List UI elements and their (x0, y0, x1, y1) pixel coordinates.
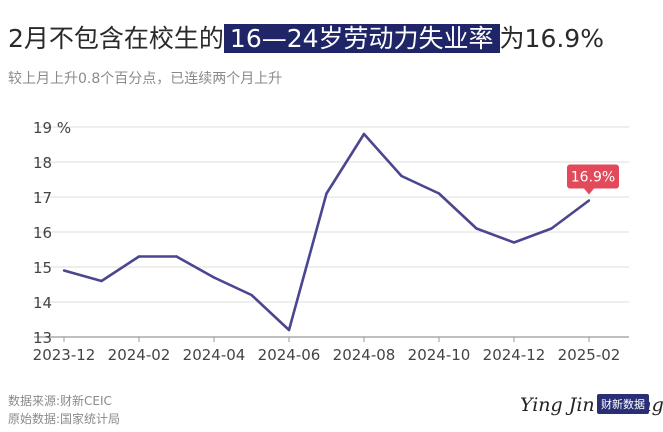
data-point (175, 255, 178, 258)
title-highlight: 16—24岁劳动力失业率 (223, 24, 500, 53)
x-tick-label: 2024-08 (333, 346, 396, 364)
grid-lines (34, 126, 629, 338)
y-tick-label: 18 (33, 154, 52, 172)
y-tick-label: 19 % (33, 119, 71, 137)
data-point (550, 227, 553, 230)
y-axis: 19 % 18 17 16 15 14 13 (33, 119, 71, 347)
data-point (212, 276, 216, 279)
data-point (512, 241, 516, 244)
x-tick-label: 2024-04 (183, 346, 246, 364)
y-tick-label: 15 (33, 259, 52, 277)
y-tick-label: 13 (33, 329, 52, 347)
data-point (250, 293, 253, 297)
data-point (100, 279, 103, 283)
x-tick-label: 2024-06 (258, 346, 321, 364)
data-point (362, 132, 366, 136)
x-axis: 2023-12 2024-02 2024-04 2024-06 2024-08 2024-… (33, 337, 621, 364)
data-point (325, 192, 328, 195)
callout-pointer (584, 188, 594, 195)
chart-subtitle: 较上月上升0.8个百分点，已连续两个月上升 (8, 71, 283, 87)
data-point (437, 192, 441, 195)
data-point (137, 255, 141, 258)
x-tick-label: 2024-02 (108, 346, 171, 364)
title-suffix: 为16.9% (499, 24, 604, 53)
x-tick-label: 2023-12 (33, 346, 96, 364)
data-point (287, 328, 291, 332)
callout-label: 16.9% (571, 170, 615, 186)
raw-source-text: 原始数据:国家统计局 (8, 412, 121, 426)
y-tick-label: 16 (33, 224, 52, 242)
callout-box (567, 164, 619, 189)
x-tick-label: 2024-12 (483, 346, 546, 364)
data-point (475, 227, 478, 230)
value-callout: 16.9% (567, 164, 619, 195)
data-point (400, 174, 403, 178)
chart-title: 2月不包含在校生的 16—24岁劳动力失业率 为16.9% (8, 22, 604, 56)
x-tick-label: 2025-02 (558, 346, 621, 364)
y-tick-label: 14 (33, 294, 52, 312)
title-prefix: 2月不包含在校生的 (8, 24, 224, 53)
caixin-logo: 财新数据 (597, 394, 649, 414)
source-text: 数据来源:财新CEIC (8, 394, 112, 408)
data-point (587, 199, 591, 202)
x-tick-label: 2024-10 (408, 346, 471, 364)
data-point (62, 269, 66, 272)
y-tick-label: 17 (33, 189, 52, 207)
series-group (62, 132, 591, 332)
